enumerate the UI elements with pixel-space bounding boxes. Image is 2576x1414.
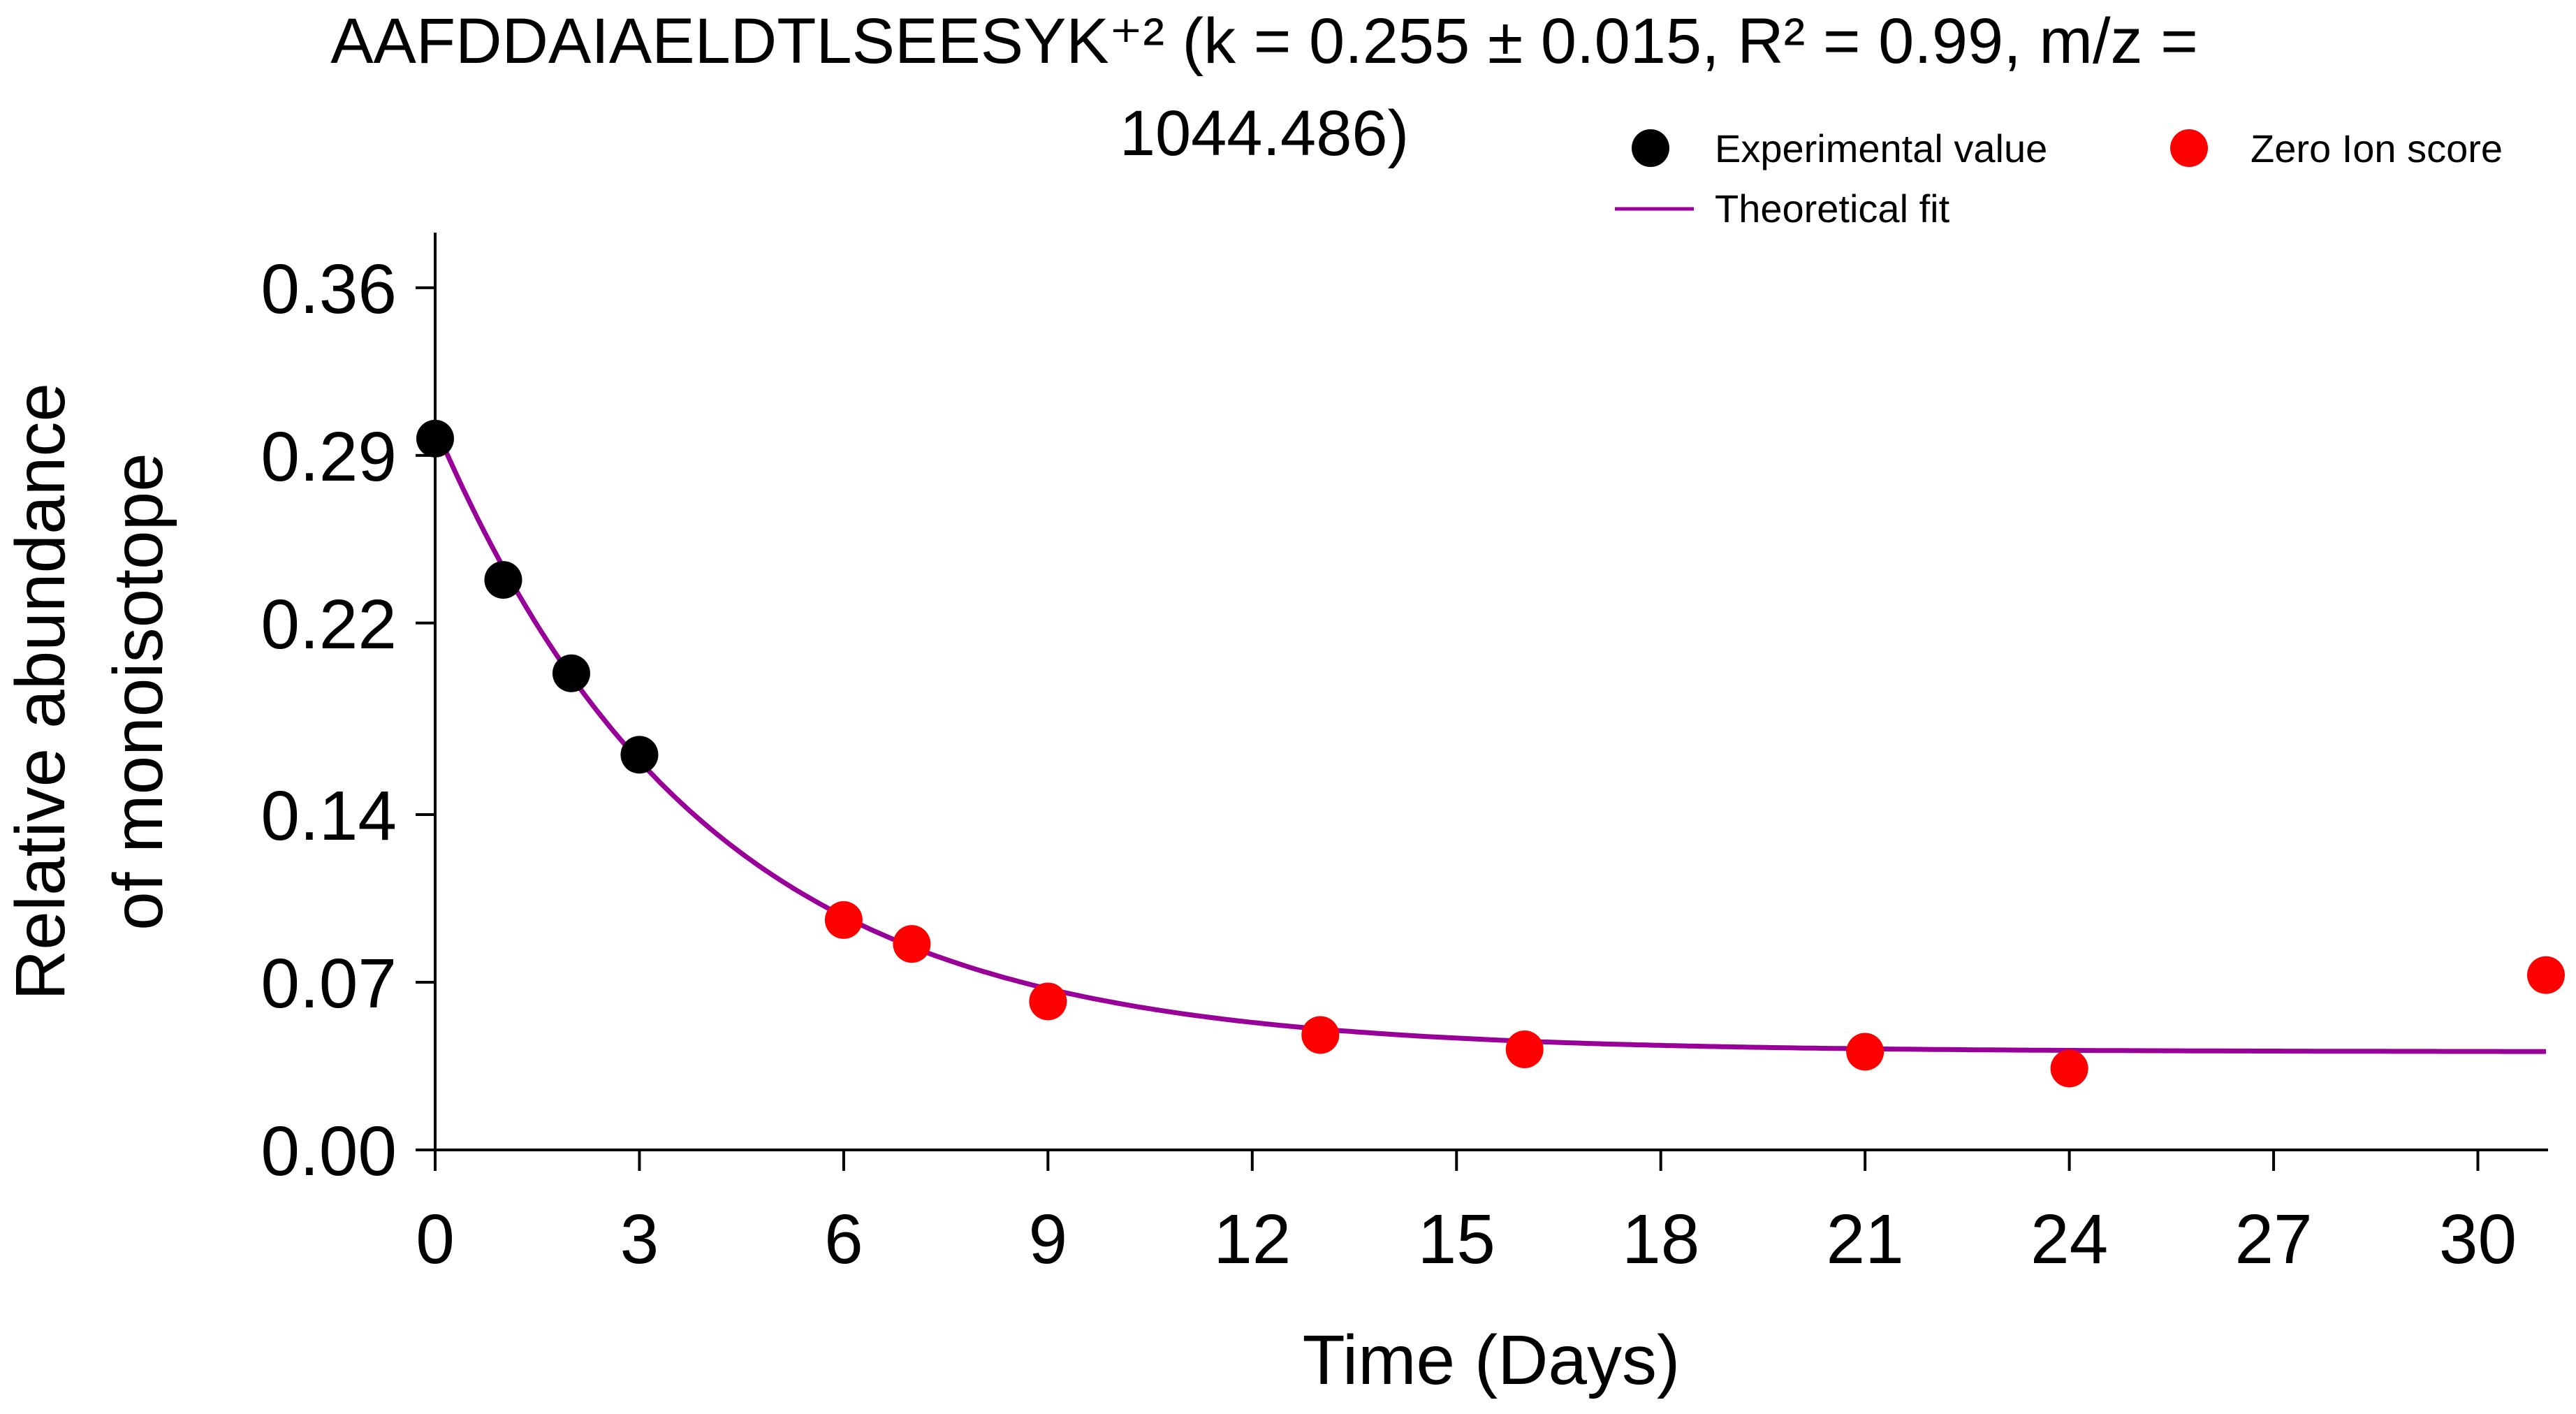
x-axis-label: Time (Days) (1303, 1321, 1681, 1399)
zero-ion-point (2050, 1049, 2088, 1088)
y-tick-label: 0.14 (261, 777, 397, 855)
x-tick-label: 9 (1029, 1200, 1068, 1278)
y-tick-label: 0.07 (261, 945, 397, 1023)
x-tick-label: 21 (1827, 1200, 1904, 1278)
zero-ion-point (824, 901, 863, 939)
x-tick-label: 15 (1418, 1200, 1495, 1278)
y-tick-label: 0.36 (261, 250, 397, 328)
legend-label-theoretical-fit: Theoretical fit (1715, 187, 1950, 231)
chart-title-line2: 1044.486) (1120, 98, 1409, 169)
zero-ion-point (893, 925, 931, 963)
x-tick-label: 3 (620, 1200, 659, 1278)
legend-marker-experimental (1632, 129, 1669, 167)
x-tick-label: 0 (416, 1200, 455, 1278)
x-ticks: 0 3 6 9 12 15 18 21 24 27 30 (416, 1150, 2517, 1278)
x-tick-label: 27 (2234, 1200, 2312, 1278)
legend-label-experimental: Experimental value (1715, 126, 2047, 170)
zero-ion-point (1846, 1033, 1885, 1071)
y-tick-label: 0.29 (261, 418, 397, 496)
zero-ion-point (1029, 982, 1067, 1021)
y-axis-label-line2: of monoisotope (99, 453, 177, 931)
x-tick-label: 6 (824, 1200, 863, 1278)
data-points (416, 419, 2565, 1088)
x-tick-label: 30 (2439, 1200, 2517, 1278)
y-tick-label: 0.00 (261, 1112, 397, 1190)
experimental-point (620, 736, 659, 774)
legend-marker-zero-ion (2170, 129, 2208, 167)
y-tick-label: 0.22 (261, 585, 397, 664)
experimental-point (416, 419, 454, 458)
x-tick-label: 18 (1622, 1200, 1699, 1278)
y-ticks: 0.00 0.07 0.14 0.22 0.29 0.36 (261, 250, 435, 1190)
x-tick-label: 12 (1213, 1200, 1291, 1278)
zero-ion-point (1505, 1030, 1544, 1069)
legend-label-zero-ion: Zero Ion score (2251, 126, 2503, 170)
zero-ion-point (2527, 956, 2565, 994)
x-tick-label: 24 (2030, 1200, 2108, 1278)
zero-ion-point (1301, 1016, 1340, 1054)
theoretical-fit-line (432, 425, 2546, 1054)
experimental-point (552, 654, 590, 692)
experimental-point (484, 561, 522, 599)
chart-title-line1: AAFDDAIAELDTLSEESYK⁺² (k = 0.255 ± 0.015… (330, 6, 2198, 77)
legend: Experimental value Zero Ion score Theore… (1615, 126, 2503, 231)
y-axis-label-line1: Relative abundance (1, 383, 80, 1000)
